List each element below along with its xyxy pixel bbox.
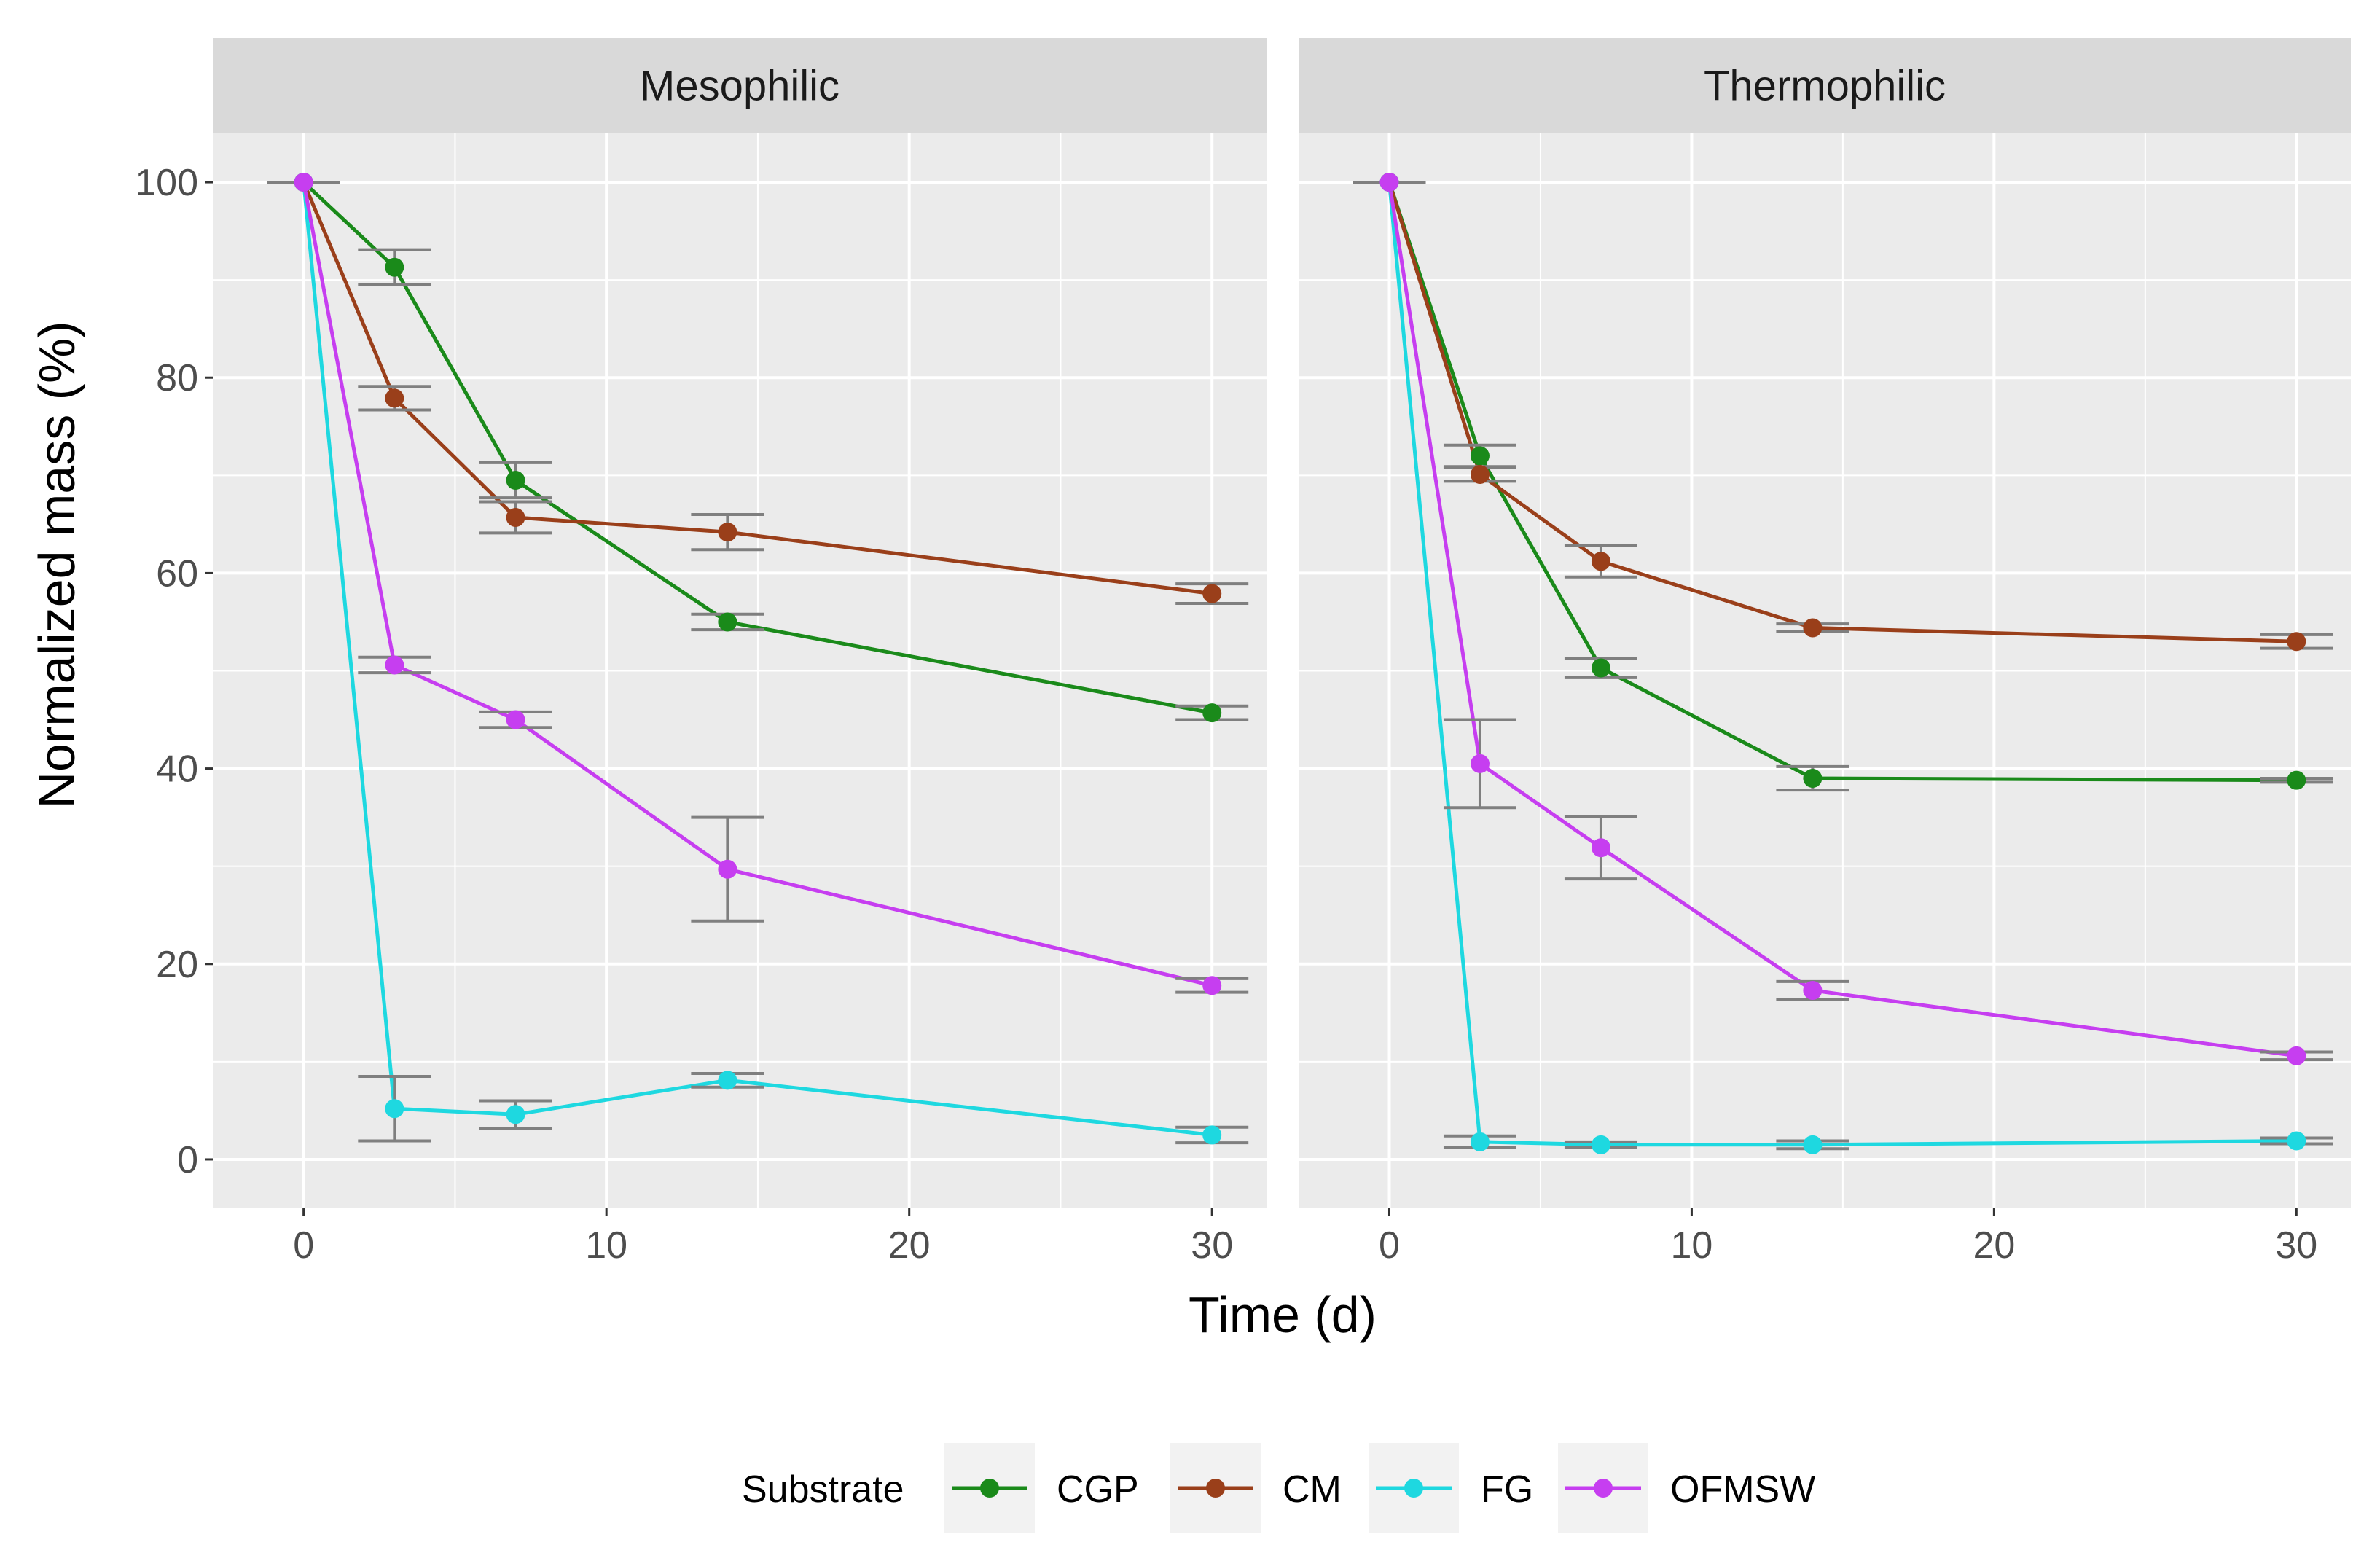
axes: Normalized mass (%) Time (d) — [28, 321, 1377, 1344]
legend-entry-ofmsw: OFMSW — [1558, 1443, 1815, 1533]
data-point-cgp — [506, 471, 525, 490]
data-point-fg — [2287, 1131, 2306, 1151]
data-point-fg — [1202, 1125, 1222, 1145]
data-point-ofmsw — [1803, 980, 1823, 1000]
y-tick-label: 40 — [156, 748, 198, 791]
data-point-ofmsw — [385, 655, 404, 675]
legend-label-cgp: CGP — [1057, 1468, 1139, 1511]
y-tick-label: 20 — [156, 944, 198, 986]
data-point-fg — [1803, 1135, 1823, 1154]
data-point-ofmsw — [718, 859, 737, 879]
legend-label-fg: FG — [1481, 1468, 1533, 1511]
data-point-cm — [1470, 464, 1490, 484]
legend-label-ofmsw: OFMSW — [1670, 1468, 1815, 1511]
data-point-cgp — [2287, 770, 2306, 790]
legend-entry-cgp: CGP — [944, 1443, 1139, 1533]
y-tick-label: 80 — [156, 357, 198, 399]
data-point-ofmsw — [506, 710, 525, 729]
data-point-cm — [2287, 632, 2306, 652]
x-tick-label: 0 — [1379, 1224, 1400, 1267]
data-point-cm — [385, 388, 404, 408]
data-point-cm — [718, 523, 737, 542]
panel-title-thermophilic: Thermophilic — [1704, 63, 1946, 110]
data-point-fg — [385, 1099, 404, 1119]
legend-label-cm: CM — [1283, 1468, 1342, 1511]
data-point-ofmsw — [1470, 754, 1490, 773]
data-point-cm — [1591, 552, 1610, 571]
x-tick-label: 10 — [585, 1224, 627, 1267]
data-point-cm — [1202, 584, 1222, 603]
x-tick-label: 0 — [293, 1224, 314, 1267]
legend-key-point — [1404, 1479, 1423, 1498]
data-point-fg — [718, 1071, 737, 1090]
legend-key-point — [1594, 1479, 1613, 1498]
y-tick-label: 60 — [156, 552, 198, 595]
series-group-mesophilic — [267, 173, 1249, 1145]
data-point-fg — [1591, 1135, 1610, 1154]
data-point-cgp — [385, 257, 404, 277]
panel-thermophilic: Thermophilic 0 10 20 30 — [1299, 38, 2351, 1267]
legend: Substrate CGP CM FG OFMSW — [742, 1443, 1815, 1533]
legend-key-point — [1206, 1479, 1225, 1498]
y-axis-title: Normalized mass (%) — [28, 321, 85, 809]
legend-entry-fg: FG — [1369, 1443, 1533, 1533]
data-point-cgp — [1470, 446, 1490, 466]
legend-entry-cm: CM — [1170, 1443, 1342, 1533]
panel-mesophilic: Mesophilic 0 10 20 30 0 20 40 60 80 100 — [135, 38, 1267, 1267]
data-point-cgp — [1202, 703, 1222, 723]
x-axis-title: Time (d) — [1189, 1286, 1377, 1343]
data-point-fg — [506, 1105, 525, 1124]
legend-key-point — [980, 1479, 999, 1498]
data-point-fg — [1470, 1132, 1490, 1151]
x-tick-label: 30 — [1191, 1224, 1233, 1267]
legend-title: Substrate — [742, 1468, 904, 1511]
series-group-thermophilic — [1353, 173, 2333, 1154]
x-tick-label: 20 — [1973, 1224, 2015, 1267]
data-point-cgp — [1591, 658, 1610, 678]
panel-strip-mesophilic — [213, 38, 1267, 133]
y-tick-label: 100 — [135, 162, 198, 204]
data-point-ofmsw — [294, 173, 313, 192]
data-point-cgp — [1803, 769, 1823, 788]
data-point-ofmsw — [1591, 838, 1610, 858]
panel-strip-thermophilic — [1299, 38, 2351, 133]
panel-title-mesophilic: Mesophilic — [640, 63, 839, 110]
data-point-ofmsw — [2287, 1046, 2306, 1065]
x-tick-label: 10 — [1671, 1224, 1713, 1267]
data-point-ofmsw — [1202, 976, 1222, 995]
data-point-cm — [506, 507, 525, 527]
x-tick-label: 30 — [2275, 1224, 2317, 1267]
data-point-cm — [1803, 618, 1823, 638]
data-point-cgp — [718, 612, 737, 632]
data-point-ofmsw — [1379, 173, 1399, 192]
y-tick-label: 0 — [177, 1139, 198, 1181]
x-tick-label: 20 — [888, 1224, 931, 1267]
